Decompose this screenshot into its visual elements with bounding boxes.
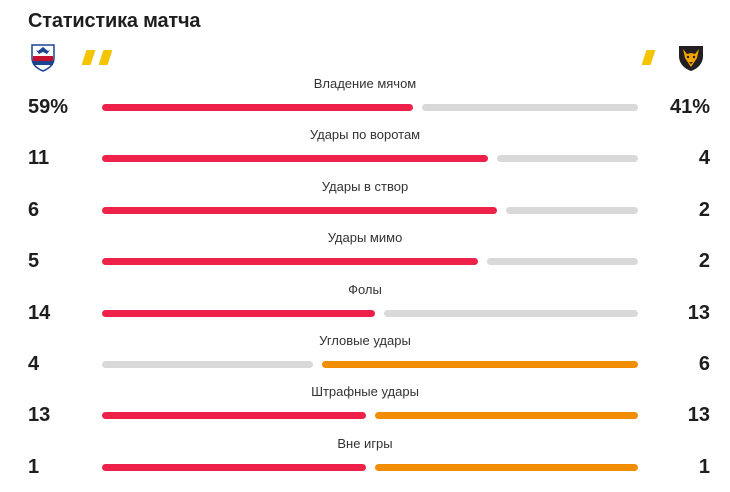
crystal-palace-crest-icon — [28, 42, 58, 72]
home-bar — [102, 463, 366, 471]
home-value: 13 — [28, 404, 51, 427]
home-value: 59% — [28, 96, 69, 118]
home-value: 14 — [28, 301, 51, 324]
stat-row: Удары по воротам 11 4 — [0, 127, 730, 178]
stat-row: Владение мячом 59% 41% — [0, 76, 730, 127]
away-value: 13 — [687, 404, 710, 427]
home-bar — [102, 206, 497, 214]
home-cards — [81, 50, 113, 66]
away-bar — [487, 258, 638, 266]
page-title: Статистика матча — [28, 10, 201, 32]
home-value: 11 — [28, 147, 50, 170]
away-bar — [375, 412, 638, 420]
away-bar — [497, 155, 638, 163]
away-value: 41% — [669, 96, 710, 118]
stat-row: Удары мимо 5 2 — [0, 230, 730, 281]
stat-row: Фолы 14 13 — [0, 282, 730, 333]
yellow-card-icon — [81, 50, 96, 65]
stat-label: Удары мимо — [327, 230, 403, 246]
stat-label: Вне игры — [337, 435, 393, 451]
stat-label: Удары в створ — [321, 178, 409, 194]
yellow-card-icon — [98, 50, 113, 65]
stat-label: Удары по воротам — [309, 127, 421, 143]
away-value: 6 — [698, 353, 710, 375]
away-bar — [375, 463, 638, 471]
home-value: 4 — [28, 353, 40, 375]
home-value: 6 — [28, 198, 40, 221]
away-value: 1 — [698, 455, 710, 478]
stat-row: Вне игры 1 1 — [0, 436, 730, 487]
away-value: 2 — [698, 198, 710, 221]
home-value: 1 — [28, 455, 40, 478]
away-bar — [322, 361, 638, 368]
stat-label: Штрафные удары — [311, 384, 419, 400]
wolves-crest-icon — [676, 42, 706, 72]
home-bar — [102, 258, 478, 266]
home-bar — [102, 104, 413, 111]
stat-row: Удары в створ 6 2 — [0, 179, 730, 230]
away-value: 13 — [687, 301, 710, 324]
away-value: 4 — [698, 147, 710, 170]
away-value: 2 — [698, 250, 710, 273]
stat-row: Штрафные удары 13 13 — [0, 384, 730, 435]
home-bar — [102, 155, 488, 163]
away-bar — [422, 104, 638, 111]
home-bar — [102, 361, 313, 368]
away-bar — [506, 206, 638, 214]
stat-label: Фолы — [348, 281, 382, 297]
home-bar — [102, 412, 366, 420]
yellow-card-icon — [641, 50, 656, 65]
home-bar — [102, 309, 375, 317]
stat-row: Угловые удары 4 6 — [0, 333, 730, 384]
home-value: 5 — [28, 250, 40, 273]
away-cards — [641, 50, 656, 66]
stat-label: Угловые удары — [319, 333, 411, 348]
stat-label: Владение мячом — [313, 76, 417, 91]
away-bar — [384, 309, 638, 317]
